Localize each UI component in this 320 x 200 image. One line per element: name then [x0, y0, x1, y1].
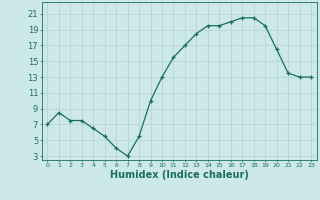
X-axis label: Humidex (Indice chaleur): Humidex (Indice chaleur) — [110, 170, 249, 180]
